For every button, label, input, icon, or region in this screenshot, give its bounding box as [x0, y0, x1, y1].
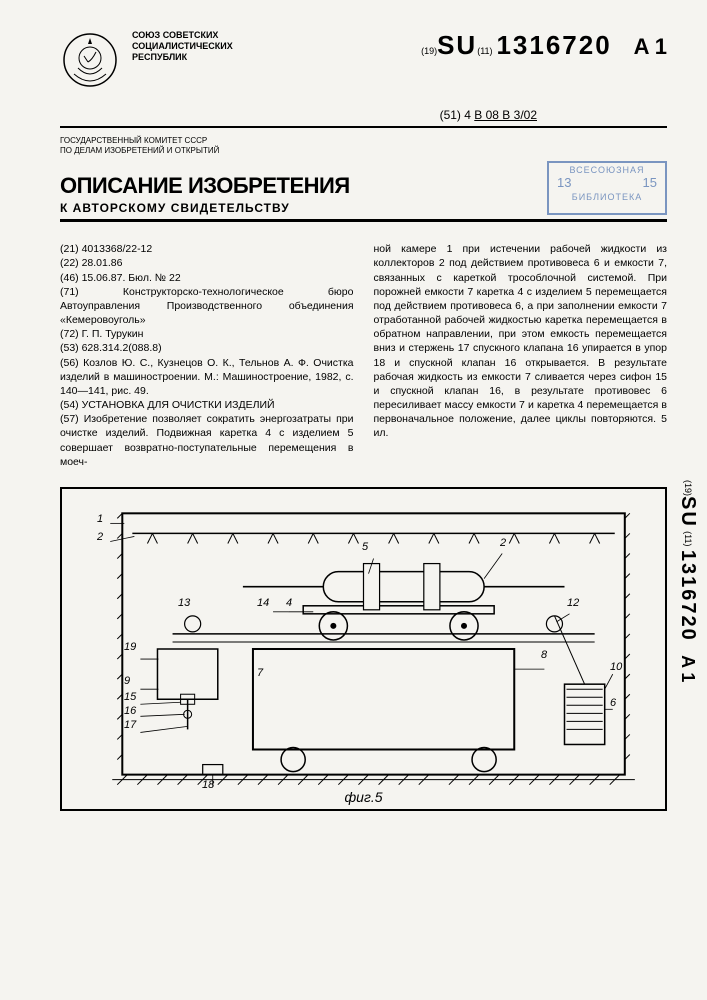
callout-8: 8: [541, 649, 547, 661]
stamp-right: 15: [643, 175, 657, 190]
patent-number: 1316720: [496, 30, 611, 60]
callout-15: 15: [124, 691, 136, 703]
callout-16: 16: [124, 705, 136, 717]
callout-5: 5: [362, 541, 368, 553]
figure-svg: [62, 489, 665, 809]
callout-9: 9: [124, 675, 130, 687]
union-text: СОЮЗ СОВЕТСКИХ СОЦИАЛИСТИЧЕСКИХ РЕСПУБЛИ…: [132, 30, 409, 62]
side-su: SU: [677, 496, 699, 528]
code-19: (19): [421, 46, 437, 56]
ipc-label: (51) 4: [440, 108, 471, 122]
callout-2b: 2: [500, 537, 506, 549]
callout-18: 18: [202, 779, 214, 791]
library-stamp: ВСЕСОЮЗНАЯ 13 15 БИБЛИОТЕКА: [547, 161, 667, 215]
callout-17: 17: [124, 719, 136, 731]
column-right: ной камере 1 при истечении рабочей жидко…: [374, 242, 668, 469]
side-pre: (19): [683, 480, 693, 496]
callout-4: 4: [286, 597, 292, 609]
body-columns: (21) 4013368/22-12 (22) 28.01.86 (46) 15…: [60, 242, 667, 469]
callout-19: 19: [124, 641, 136, 653]
stamp-bottom: БИБЛИОТЕКА: [551, 192, 663, 202]
divider: [60, 219, 667, 222]
code-11: (11): [477, 46, 492, 56]
callout-14: 14: [257, 597, 269, 609]
ipc-class: (51) 4 B 08 B 3/02: [60, 108, 667, 122]
callout-12: 12: [567, 597, 579, 609]
figure-5: 1 2 5 2 13 14 4 12 8 10 6 19 7 9 15 16 1…: [60, 487, 667, 811]
side-a1: A 1: [678, 655, 698, 682]
column-left: (21) 4013368/22-12 (22) 28.01.86 (46) 15…: [60, 242, 354, 469]
figure-label: фиг.5: [344, 789, 382, 805]
callout-13: 13: [178, 597, 190, 609]
stamp-top: ВСЕСОЮЗНАЯ: [551, 165, 663, 175]
callout-10: 10: [610, 661, 622, 673]
side-mid: (11): [683, 531, 693, 546]
state-emblem: [60, 30, 120, 90]
callout-2: 2: [97, 531, 103, 543]
callout-1: 1: [97, 513, 103, 525]
committee-text: ГОСУДАРСТВЕННЫЙ КОМИТЕТ СССР ПО ДЕЛАМ ИЗ…: [60, 136, 667, 155]
su-code: SU: [437, 30, 477, 60]
main-title: ОПИСАНИЕ ИЗОБРЕТЕНИЯ: [60, 173, 350, 199]
publication-codes: (19)SU(11) 1316720 A 1: [421, 30, 667, 61]
callout-6: 6: [610, 697, 616, 709]
doc-kind: A 1: [634, 34, 667, 59]
subtitle: К АВТОРСКОМУ СВИДЕТЕЛЬСТВУ: [60, 201, 350, 215]
ipc-code: B 08 B 3/02: [474, 108, 537, 122]
divider: [60, 126, 667, 128]
stamp-left: 13: [557, 175, 571, 190]
side-publication-code: (19)SU (11) 1316720 A 1: [676, 480, 699, 682]
side-number: 1316720: [677, 550, 699, 642]
callout-7: 7: [257, 667, 263, 679]
